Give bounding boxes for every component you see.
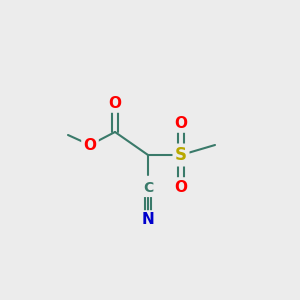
Text: O: O: [175, 116, 188, 130]
Text: C: C: [143, 181, 153, 195]
Text: N: N: [142, 212, 154, 227]
Text: S: S: [175, 146, 187, 164]
Text: O: O: [83, 137, 97, 152]
Text: O: O: [175, 179, 188, 194]
Text: O: O: [109, 95, 122, 110]
